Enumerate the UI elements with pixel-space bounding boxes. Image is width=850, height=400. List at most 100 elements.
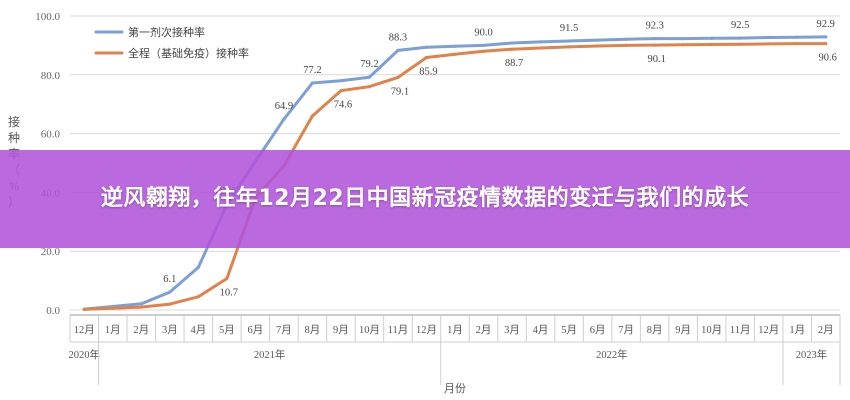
series-point-2 xyxy=(481,49,486,53)
data-label: 79.1 xyxy=(391,86,409,97)
series-point-1 xyxy=(396,48,400,52)
data-label: 90.0 xyxy=(474,27,492,38)
year-label: 2020年 xyxy=(69,348,101,361)
x-tick-label: 6月 xyxy=(590,324,606,336)
series-point-2 xyxy=(367,84,372,89)
x-tick-label: 12月 xyxy=(758,324,779,336)
series-point-2 xyxy=(795,42,799,46)
x-tick-label: 5月 xyxy=(219,324,235,336)
x-tick-label: 7月 xyxy=(618,324,634,336)
series-point-2 xyxy=(82,307,86,312)
year-label: 2022年 xyxy=(596,348,628,361)
series-point-1 xyxy=(310,81,315,85)
series-point-2 xyxy=(624,43,628,48)
x-tick-label: 9月 xyxy=(333,324,349,336)
series-point-2 xyxy=(310,114,315,118)
series-point-1 xyxy=(710,36,714,40)
legend-label: 第一剂次接种率 xyxy=(128,25,205,39)
series-point-2 xyxy=(424,55,429,60)
data-label: 91.5 xyxy=(560,23,578,34)
banner-title: 逆风翱翔，往年12月22日中国新冠疫情数据的变迁与我们的成长 xyxy=(100,186,750,211)
series-point-1 xyxy=(453,44,457,48)
series-point-2 xyxy=(595,44,600,48)
x-tick-label: 1月 xyxy=(105,324,121,336)
x-tick-label: 3月 xyxy=(504,324,520,336)
series-point-2 xyxy=(710,42,714,47)
year-label: 2023年 xyxy=(796,348,828,361)
series-point-1 xyxy=(681,37,685,41)
x-tick-label: 9月 xyxy=(675,324,691,336)
x-tick-label: 1月 xyxy=(789,324,805,336)
series-point-1 xyxy=(795,35,799,39)
year-label: 2021年 xyxy=(254,348,286,361)
data-label: 92.9 xyxy=(817,19,835,30)
series-point-1 xyxy=(538,40,543,44)
series-point-1 xyxy=(367,75,372,79)
legend-label: 全程（基础免疫）接种率 xyxy=(128,46,249,60)
x-tick-label: 11月 xyxy=(388,324,409,336)
data-label: 92.5 xyxy=(731,20,749,31)
series-point-2 xyxy=(767,42,771,46)
data-label: 90.1 xyxy=(647,54,665,65)
series-point-1 xyxy=(595,38,600,42)
x-tick-label: 10月 xyxy=(359,324,380,336)
series-point-1 xyxy=(510,41,514,45)
x-tick-label: 5月 xyxy=(561,324,577,336)
x-tick-label: 11月 xyxy=(730,324,751,336)
series-point-1 xyxy=(282,117,286,121)
series-point-1 xyxy=(567,39,571,43)
x-tick-label: 8月 xyxy=(647,324,663,336)
series-point-2 xyxy=(738,42,742,46)
series-point-1 xyxy=(168,290,172,294)
series-point-2 xyxy=(510,47,514,51)
y-tick-label: 20.0 xyxy=(41,246,61,258)
series-point-2 xyxy=(139,305,143,309)
series-point-1 xyxy=(139,302,143,306)
series-point-2 xyxy=(111,306,115,310)
y-tick-label: 80.0 xyxy=(41,70,61,82)
y-tick-label: 0.0 xyxy=(46,305,60,317)
x-tick-label: 7月 xyxy=(276,324,292,336)
data-label: 77.2 xyxy=(303,65,321,76)
data-label: 74.6 xyxy=(334,100,352,111)
x-tick-label: 4月 xyxy=(190,324,206,336)
series-point-2 xyxy=(653,43,657,47)
x-tick-label: 2月 xyxy=(818,324,834,336)
series-point-2 xyxy=(538,46,543,50)
x-tick-label: 4月 xyxy=(533,324,549,336)
series-point-2 xyxy=(567,45,571,49)
data-label: 64.9 xyxy=(275,101,293,112)
x-tick-label: 2月 xyxy=(133,324,149,336)
x-tick-label: 1月 xyxy=(447,324,463,336)
series-point-1 xyxy=(767,35,771,40)
data-label: 6.1 xyxy=(163,274,176,285)
series-point-1 xyxy=(653,37,657,41)
series-point-1 xyxy=(339,79,343,83)
data-label: 90.6 xyxy=(819,53,837,64)
series-point-1 xyxy=(196,265,200,269)
x-tick-label: 10月 xyxy=(701,324,722,336)
series-point-1 xyxy=(624,37,628,41)
data-label: 88.3 xyxy=(389,32,407,43)
data-label: 92.3 xyxy=(645,21,663,32)
series-point-1 xyxy=(824,35,828,39)
series-point-1 xyxy=(424,45,429,49)
series-point-2 xyxy=(225,276,229,281)
x-tick-label: 8月 xyxy=(305,324,321,336)
series-point-2 xyxy=(196,295,200,299)
data-label: 10.7 xyxy=(220,288,238,299)
x-tick-label: 2月 xyxy=(476,324,492,336)
series-point-2 xyxy=(453,52,457,56)
series-point-2 xyxy=(824,42,828,46)
data-label: 85.9 xyxy=(419,66,437,77)
x-tick-label: 12月 xyxy=(74,324,95,336)
x-tick-label: 12月 xyxy=(416,324,437,336)
series-point-1 xyxy=(738,36,742,40)
series-point-1 xyxy=(481,43,486,48)
x-tick-label: 6月 xyxy=(247,324,263,336)
data-label: 79.2 xyxy=(360,59,378,70)
series-point-2 xyxy=(396,75,400,80)
series-point-2 xyxy=(339,89,343,93)
y-tick-label: 100.0 xyxy=(35,11,60,23)
